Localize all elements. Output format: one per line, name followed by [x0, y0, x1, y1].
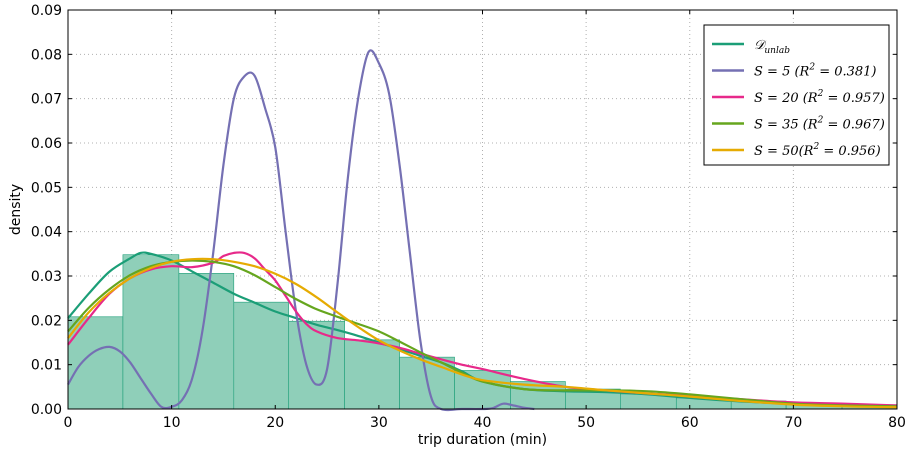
y-tick-label: 0.01: [31, 358, 62, 374]
y-axis-label: density: [8, 184, 24, 235]
legend-label: S = 50(R2 = 0.956): [754, 142, 881, 159]
histogram-bar: [288, 320, 345, 410]
y-tick-label: 0.09: [31, 3, 62, 19]
y-tick-label: 0.06: [31, 136, 62, 152]
legend-label: S = 35 (R2 = 0.967): [754, 116, 885, 133]
x-tick-label: 20: [266, 415, 284, 431]
histogram: [67, 254, 898, 410]
y-tick-label: 0.08: [31, 47, 62, 63]
legend-label: S = 5 (R2 = 0.381): [754, 63, 877, 80]
x-tick-label: 40: [474, 415, 492, 431]
series-line: [67, 257, 898, 409]
x-tick-label: 60: [681, 415, 699, 431]
x-tick-label: 30: [370, 415, 388, 431]
histogram-bar: [67, 316, 124, 410]
ticks: [67, 9, 898, 410]
y-tick-label: 0.03: [31, 269, 62, 285]
x-axis-label: trip duration (min): [418, 432, 547, 448]
x-tick-label: 80: [888, 415, 906, 431]
histogram-bar: [454, 370, 511, 410]
x-tick-labels: 0 10 20 30 40 50 60 70 80: [64, 415, 906, 431]
x-tick-label: 0: [64, 415, 73, 431]
y-tick-label: 0.02: [31, 313, 62, 329]
histogram-bar: [178, 273, 235, 410]
x-tick-label: 10: [163, 415, 181, 431]
legend-box: [703, 24, 890, 166]
x-tick-label: 70: [784, 415, 802, 431]
legend: 𝒟unlab S = 5 (R2 = 0.381) S = 20 (R2 = 0.9…: [703, 24, 890, 166]
legend-label: S = 20 (R2 = 0.957): [754, 89, 885, 106]
histogram-bar: [344, 339, 400, 410]
histogram-bar: [122, 254, 180, 410]
x-tick-label: 50: [577, 415, 595, 431]
legend-label: 𝒟unlab: [754, 38, 790, 56]
histogram-bar: [233, 301, 290, 410]
series-line: [67, 49, 535, 412]
y-tick-label: 0.00: [31, 402, 62, 418]
series-lines: [67, 49, 898, 412]
y-tick-labels: 0.00 0.01 0.02 0.03 0.04 0.05 0.06 0.07 0.08 0.09: [31, 3, 62, 418]
y-tick-label: 0.05: [31, 180, 62, 196]
y-tick-label: 0.07: [31, 92, 62, 108]
y-tick-label: 0.04: [31, 225, 62, 241]
